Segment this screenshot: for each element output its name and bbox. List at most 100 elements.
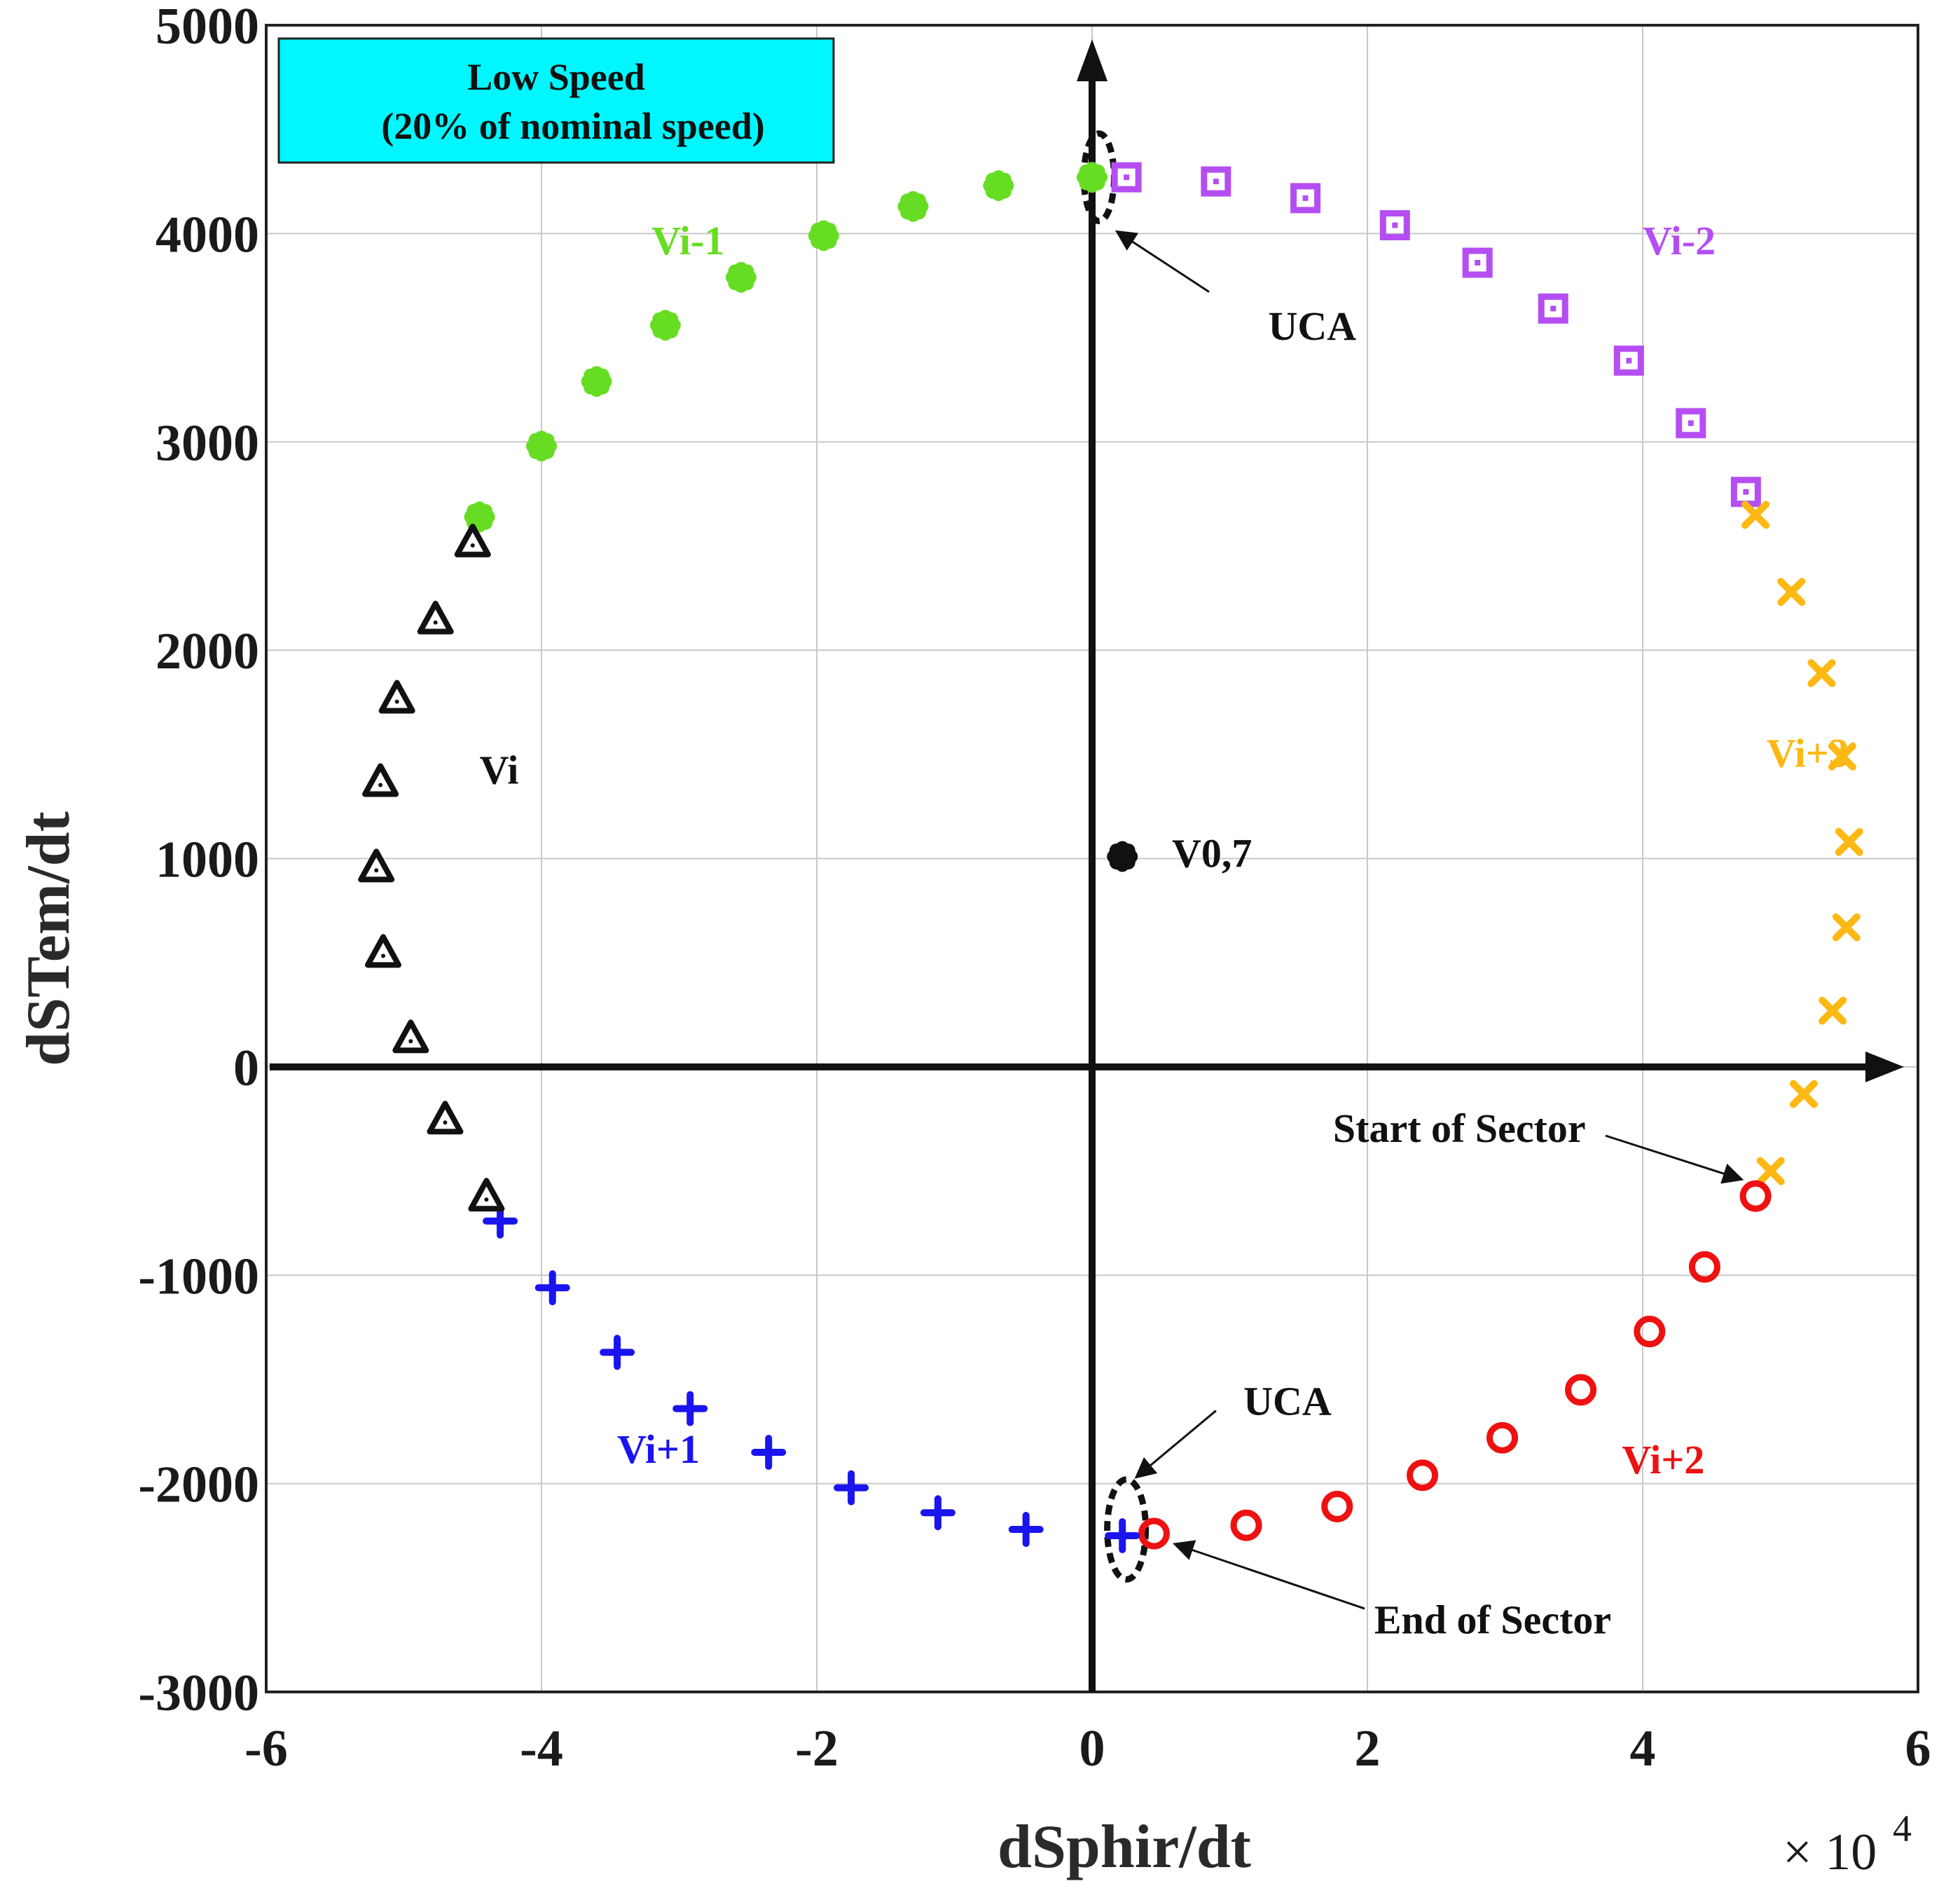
point-vi-1 [808,220,839,252]
marker-ring [1230,1509,1262,1541]
marker-center [655,315,675,336]
marker-x [1777,577,1806,606]
point-vi-2 [1138,1517,1170,1550]
series-label: Vi-1 [651,218,724,263]
point-vi-1 [834,1470,869,1506]
point-vi-1 [581,366,612,397]
point-vi-1 [1077,162,1107,193]
annotation-label: UCA [1269,303,1357,349]
marker-triangle [378,680,415,714]
marker-ring [1739,1180,1772,1212]
series-label: Vi [480,747,519,792]
marker-dot [1626,357,1632,364]
point-vi-1 [897,191,929,222]
point-vi-2 [1201,166,1231,197]
annotations: Vi-1 Vi-2 Vi+3 Vi+2 Vi+1 Vi V0,7 UCA UCA End of S… [480,218,1849,1643]
x-tick-label: 2 [1355,1720,1381,1777]
series-label: Vi+3 [1767,731,1849,776]
marker-center [988,175,1009,195]
x-tick-label: 6 [1905,1720,1931,1777]
marker-center [1082,167,1102,188]
x-tick-label: 0 [1079,1720,1105,1777]
y-tick-label: 1000 [156,832,259,889]
y-tick-label: -1000 [138,1248,259,1305]
marker-ring [1634,1316,1666,1348]
point-vi [427,1101,464,1135]
point-vi-2 [1230,1509,1262,1541]
title-box-background [277,37,835,164]
point-vi [378,680,415,714]
marker-dot [1392,222,1398,228]
horizontal-axis-arrowhead [1865,1051,1904,1082]
marker-square [1111,162,1142,193]
point-vi-1 [751,1435,787,1471]
point-vi-2 [1486,1422,1519,1454]
point-vi [392,1019,429,1054]
point-vi-2 [1730,476,1761,507]
marker-dot [378,783,383,787]
annotation-label: Start of Sector [1333,1106,1586,1151]
point-vi-2 [1688,1251,1720,1283]
marker-ring [1565,1374,1597,1406]
point-vi [358,848,395,883]
marker-square [1290,183,1321,214]
marker-center [903,196,923,216]
y-tick-label: 2000 [156,623,259,680]
marker-dot [1550,305,1557,312]
marker-plus [534,1270,570,1306]
point-vi-2 [1321,1490,1353,1522]
point-vi-3 [1818,996,1847,1025]
point-vi [468,1178,505,1212]
title-box-line2: (20% of nominal speed) [381,105,765,147]
marker-dot [1302,195,1309,201]
y-tick-label: 4000 [156,206,259,263]
point-vi-2 [1739,1180,1772,1212]
point-vi-1 [526,430,557,462]
annotation-arrow [1134,1410,1217,1479]
marker-triangle [365,934,402,968]
marker-dot [1743,489,1749,495]
data-points [358,162,1863,1553]
marker-square [1538,293,1568,324]
marker-dot [408,1039,413,1044]
marker-plus [1105,1517,1140,1553]
x-tick-label: -6 [244,1720,288,1777]
point-vi-3 [1741,500,1770,529]
annotation-arrow [1173,1540,1365,1610]
x-tick-label: -2 [795,1720,838,1777]
marker-dot [1124,174,1130,181]
marker-triangle [427,1101,464,1135]
point-vi-1 [600,1335,635,1370]
point-vi [454,523,491,558]
point-vi-1 [464,501,495,532]
point-vi-3 [1832,913,1861,942]
marker-plus [483,1203,518,1239]
annotation-arrow [1605,1134,1744,1184]
x-tick-labels: -6 -4 -2 0 2 4 6 [244,1720,1931,1777]
marker-x [1756,1157,1785,1185]
point-vi [365,934,402,968]
marker-x [1818,996,1847,1025]
highlight-ellipse [1104,1476,1150,1583]
marker-dot [470,543,475,548]
marker-square [1613,345,1644,376]
marker-triangle [417,600,454,635]
point-vi-1 [1008,1512,1044,1548]
marker-square [1201,166,1231,197]
y-tick-label: 3000 [156,415,259,472]
marker-x [1807,659,1836,687]
marker-dot [394,699,399,704]
marker-ring [1407,1459,1439,1492]
marker-x [1741,500,1770,529]
title-box: Low Speed (20% of nominal speed) [277,37,835,164]
marker-center [469,507,490,527]
marker-square [1462,247,1493,278]
marker-center [1112,846,1133,867]
marker-dot [443,1120,448,1125]
point-vi-2 [1538,293,1568,324]
y-tick-label: 5000 [156,0,259,55]
annotation-label: UCA [1243,1378,1332,1424]
marker-center [731,267,751,287]
marker-center [586,371,607,392]
